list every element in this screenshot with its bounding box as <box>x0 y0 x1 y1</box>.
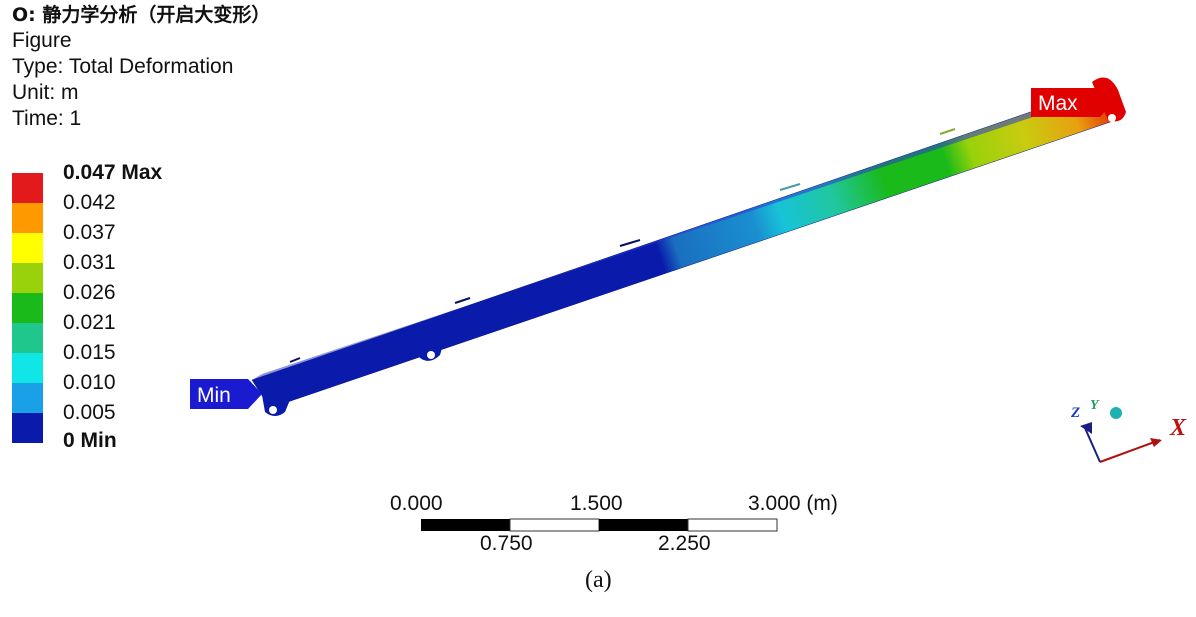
legend-label: 0.047 Max <box>63 161 163 184</box>
legend-swatch <box>12 203 43 233</box>
beam-body <box>251 87 1123 409</box>
legend-swatch <box>12 353 43 383</box>
legend-label: 0.021 <box>63 311 116 334</box>
triad-x-axis <box>1099 439 1161 463</box>
legend-swatch <box>12 413 43 443</box>
legend-min-label: 0 Min <box>63 429 117 452</box>
legend-label: 0.005 <box>63 401 116 424</box>
scale-label: 2.250 <box>658 532 711 555</box>
legend-row: 0.037 <box>12 221 212 263</box>
legend-swatch <box>12 263 43 293</box>
triad-y-label: Y <box>1090 398 1099 413</box>
legend-swatch <box>12 323 43 353</box>
scale-segment <box>421 519 510 531</box>
legend-row: 0.010 <box>12 371 212 413</box>
legend-row: 0.047 Max <box>12 161 212 203</box>
result-type: Type: Total Deformation <box>12 55 234 78</box>
result-info: O: 静力学分析（开启大变形） Figure Type: Total Defor… <box>12 2 270 132</box>
max-probe-label: Max <box>1038 92 1078 115</box>
beam-top-face <box>252 88 1108 380</box>
legend-label: 0.026 <box>63 281 116 304</box>
scale-segment <box>509 518 600 532</box>
legend-row: 0.021 <box>12 311 212 353</box>
legend-swatch <box>12 233 43 263</box>
scale-label: 1.500 <box>570 492 623 515</box>
legend-label: 0.015 <box>63 341 116 364</box>
scale-segment <box>599 519 688 531</box>
triad-x-label: X <box>1170 415 1187 441</box>
triad-z-arrowhead <box>1080 422 1092 434</box>
min-probe-flag <box>190 379 262 409</box>
legend-label: 0.010 <box>63 371 116 394</box>
legend-label: 0.031 <box>63 251 116 274</box>
legend-label: 0.037 <box>63 221 116 244</box>
min-probe-label: Min <box>197 384 231 407</box>
beam-lug-left <box>262 395 292 416</box>
triad-z-label: Z <box>1071 405 1081 421</box>
triad-y-axis <box>1110 407 1122 419</box>
scale-segment <box>687 518 778 532</box>
legend-label: 0.042 <box>63 191 116 214</box>
scale-label: 3.000 (m) <box>748 492 838 515</box>
scale-label: 0.000 <box>390 492 443 515</box>
scale-label: 0.750 <box>480 532 533 555</box>
triad-z-axis <box>1084 427 1101 463</box>
max-probe-flag <box>1031 88 1114 117</box>
beam-lug-middle <box>415 338 445 361</box>
result-time: Time: 1 <box>12 107 82 130</box>
analysis-title: O: 静力学分析（开启大变形） <box>12 4 271 26</box>
legend-row: 0.031 <box>12 251 212 293</box>
legend-swatch <box>12 293 43 323</box>
legend-swatch <box>12 383 43 413</box>
result-unit: Unit: m <box>12 81 79 104</box>
legend-swatch <box>12 173 43 203</box>
legend-row: 0.026 <box>12 281 212 323</box>
legend-row: 0.015 <box>12 341 212 383</box>
figure-label: Figure <box>12 29 72 52</box>
legend-row: 0.042 <box>12 191 212 233</box>
figure-caption: (a) <box>585 567 612 593</box>
legend-row: 0.005 <box>12 401 212 443</box>
